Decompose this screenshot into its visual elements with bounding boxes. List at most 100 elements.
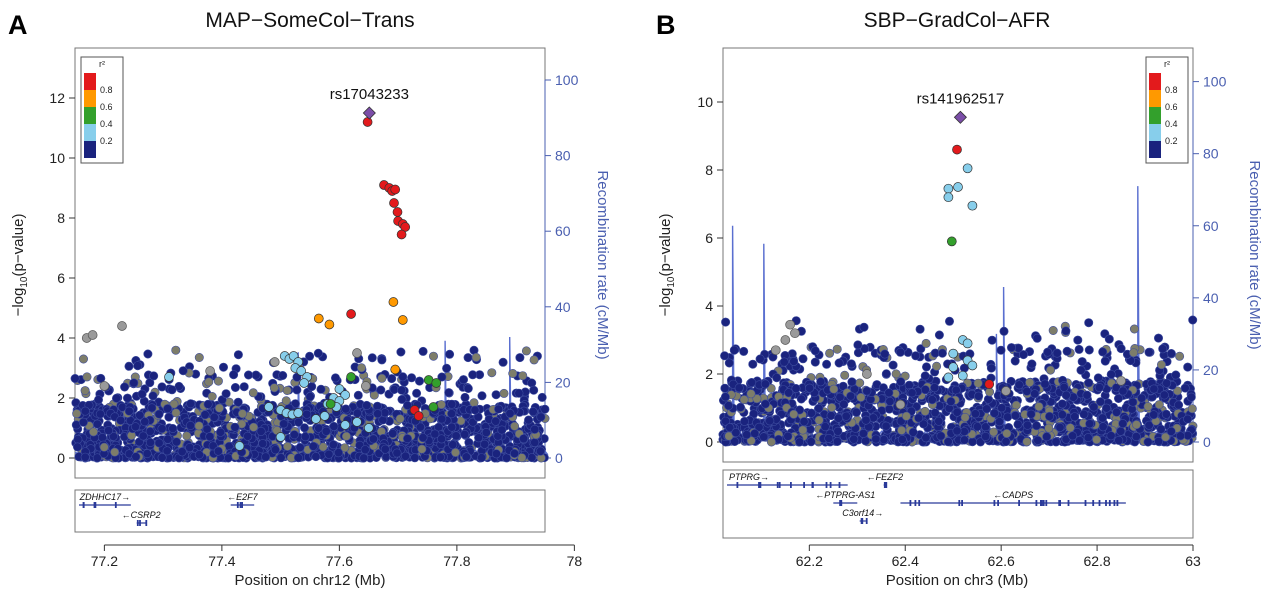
snp-point: [784, 388, 794, 398]
legend-label: 0.6: [100, 102, 113, 112]
snp-point: [70, 373, 80, 383]
snp-point: [766, 437, 776, 447]
gene-exon: [1108, 500, 1111, 506]
snp-point: [789, 356, 799, 366]
snp-point: [934, 416, 944, 426]
snp-point: [376, 385, 386, 395]
snp-point: [396, 229, 407, 240]
snp-point: [888, 360, 898, 370]
snp-point: [943, 437, 953, 447]
snp-point: [352, 408, 362, 418]
snp-point: [414, 376, 424, 386]
gene-label: PTPRG→: [729, 472, 769, 482]
snp-point-grey: [785, 319, 795, 330]
snp-point: [859, 322, 869, 332]
snp-point: [529, 385, 539, 395]
gene-exon: [1040, 500, 1042, 506]
snp-point: [720, 383, 730, 393]
snp-point: [213, 376, 223, 386]
snp-point: [970, 409, 980, 419]
snp-point-grey: [117, 321, 127, 331]
snp-point: [1073, 335, 1083, 345]
snp-point: [397, 315, 408, 325]
y-tick-label: 0: [57, 450, 65, 466]
x-tick-label: 62.4: [892, 553, 919, 569]
snp-point: [251, 370, 261, 380]
snp-point: [110, 447, 120, 457]
snp-point: [390, 364, 401, 375]
snp-point: [920, 371, 930, 381]
snp-point: [169, 399, 179, 409]
snp-point: [362, 400, 372, 410]
snp-point: [203, 399, 213, 409]
snp-point: [1033, 435, 1043, 445]
snp-point: [721, 317, 731, 327]
snp-point: [1106, 431, 1116, 441]
snp-point: [972, 422, 982, 432]
snp-point: [80, 386, 90, 396]
snp-point: [437, 414, 447, 424]
snp-point-grey: [895, 399, 906, 410]
snp-point: [461, 452, 471, 462]
snp-point: [734, 383, 744, 393]
snp-point: [300, 432, 310, 442]
snp-point: [1100, 356, 1110, 366]
snp-point: [172, 437, 182, 447]
snp-point: [841, 411, 851, 421]
snp-point: [884, 388, 894, 398]
snp-point: [451, 431, 461, 441]
snp-point: [299, 423, 309, 433]
snp-point: [138, 431, 148, 441]
snp-point: [341, 431, 351, 441]
snp-point: [810, 357, 820, 367]
snp-point-grey: [790, 328, 800, 339]
gene-exon: [136, 520, 139, 526]
snp-point: [79, 354, 89, 364]
snp-point: [460, 429, 470, 439]
snp-point: [143, 349, 153, 359]
snp-point: [962, 338, 973, 349]
snp-point: [216, 427, 226, 437]
snp-point: [186, 420, 196, 430]
snp-point-grey: [352, 348, 362, 358]
snp-point: [943, 192, 954, 203]
snp-point: [269, 383, 279, 393]
snp-point: [1074, 344, 1084, 354]
snp-point: [223, 453, 233, 463]
snp-point: [907, 388, 917, 398]
gene-exon: [1018, 500, 1020, 506]
snp-point: [428, 402, 439, 412]
snp-point: [95, 409, 105, 419]
panel-a-title: MAP−SomeCol−Trans: [205, 9, 414, 32]
x-tick-label: 62.6: [988, 553, 1015, 569]
snp-point: [759, 432, 769, 442]
snp-point: [1013, 419, 1023, 429]
snp-point: [410, 453, 420, 463]
panel-b-ylabel-right: Recombination rate (cM/Mb): [1246, 160, 1263, 349]
y-tick-label: 8: [705, 162, 713, 178]
gene-label: ZDHHC17→: [79, 492, 131, 502]
snp-point: [178, 366, 188, 376]
snp-point: [233, 350, 243, 360]
x-tick-label: 77.2: [91, 553, 118, 569]
legend-swatch: [84, 90, 96, 107]
snp-point: [313, 313, 324, 324]
snp-point: [275, 432, 286, 442]
snp-point: [1102, 403, 1112, 413]
snp-point: [1104, 334, 1114, 344]
snp-point: [521, 346, 531, 356]
snp-point: [248, 388, 258, 398]
lead-snp-diamond: [362, 106, 376, 120]
gene-exon: [758, 482, 760, 488]
snp-point: [827, 402, 837, 412]
snp-point: [1025, 377, 1035, 387]
snp-point: [367, 353, 377, 363]
snp-point: [182, 431, 192, 441]
snp-point: [491, 390, 501, 400]
snp-point: [810, 346, 820, 356]
snp-point: [879, 435, 889, 445]
snp-point: [72, 409, 82, 419]
snp-point: [185, 442, 195, 452]
snp-point: [946, 236, 957, 247]
snp-point: [296, 366, 307, 376]
